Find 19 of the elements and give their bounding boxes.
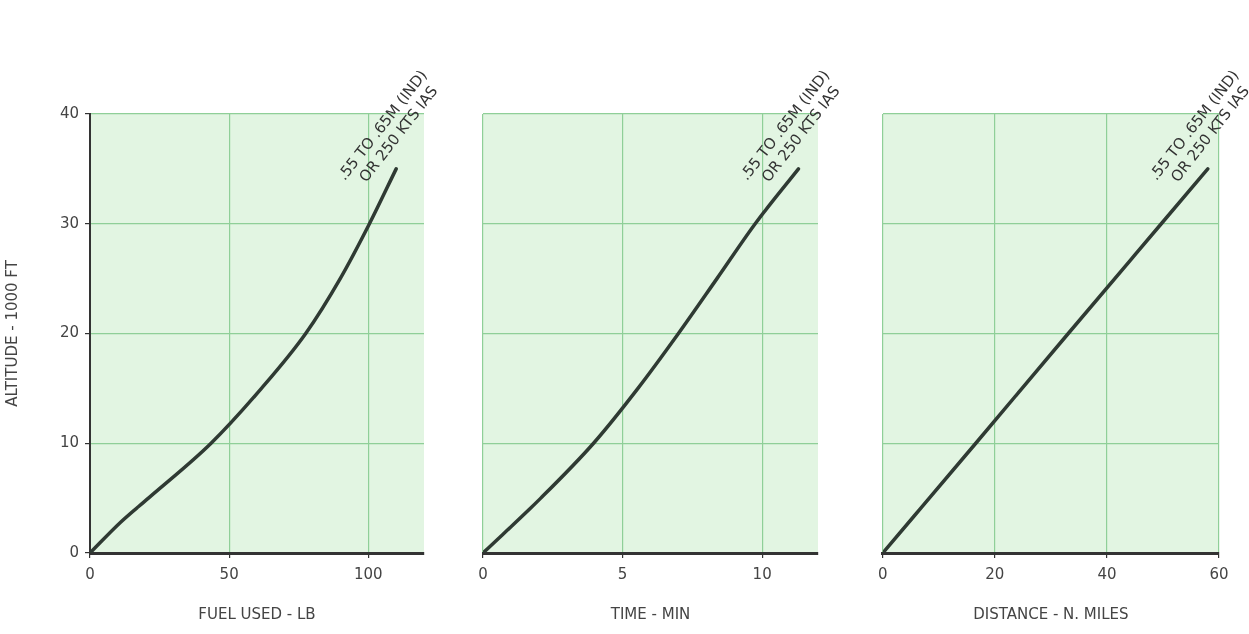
x-tick-label: 5: [617, 564, 628, 583]
y-tick-label: 10: [59, 433, 79, 452]
x-tick-label: 0: [878, 564, 888, 583]
x-tick-label: 20: [985, 564, 1005, 583]
x-tick-label: 60: [1209, 564, 1229, 583]
x-axis-title: DISTANCE - N. MILES: [973, 604, 1129, 623]
x-tick-label: 0: [478, 564, 488, 583]
x-tick-label: 10: [752, 564, 772, 583]
x-tick-label: 0: [85, 564, 95, 583]
x-tick-label: 100: [354, 564, 383, 583]
y-tick-label: 30: [59, 213, 79, 232]
x-axis-title: TIME - MIN: [609, 604, 691, 623]
x-axis-title: FUEL USED - LB: [198, 604, 316, 623]
y-tick-label: 0: [69, 542, 79, 561]
y-tick-label: 40: [59, 103, 79, 122]
x-tick-label: 40: [1097, 564, 1117, 583]
y-axis-title: ALTITUDE - 1000 FT: [2, 259, 21, 407]
y-tick-label: 20: [59, 323, 79, 342]
x-tick-label: 50: [219, 564, 239, 583]
